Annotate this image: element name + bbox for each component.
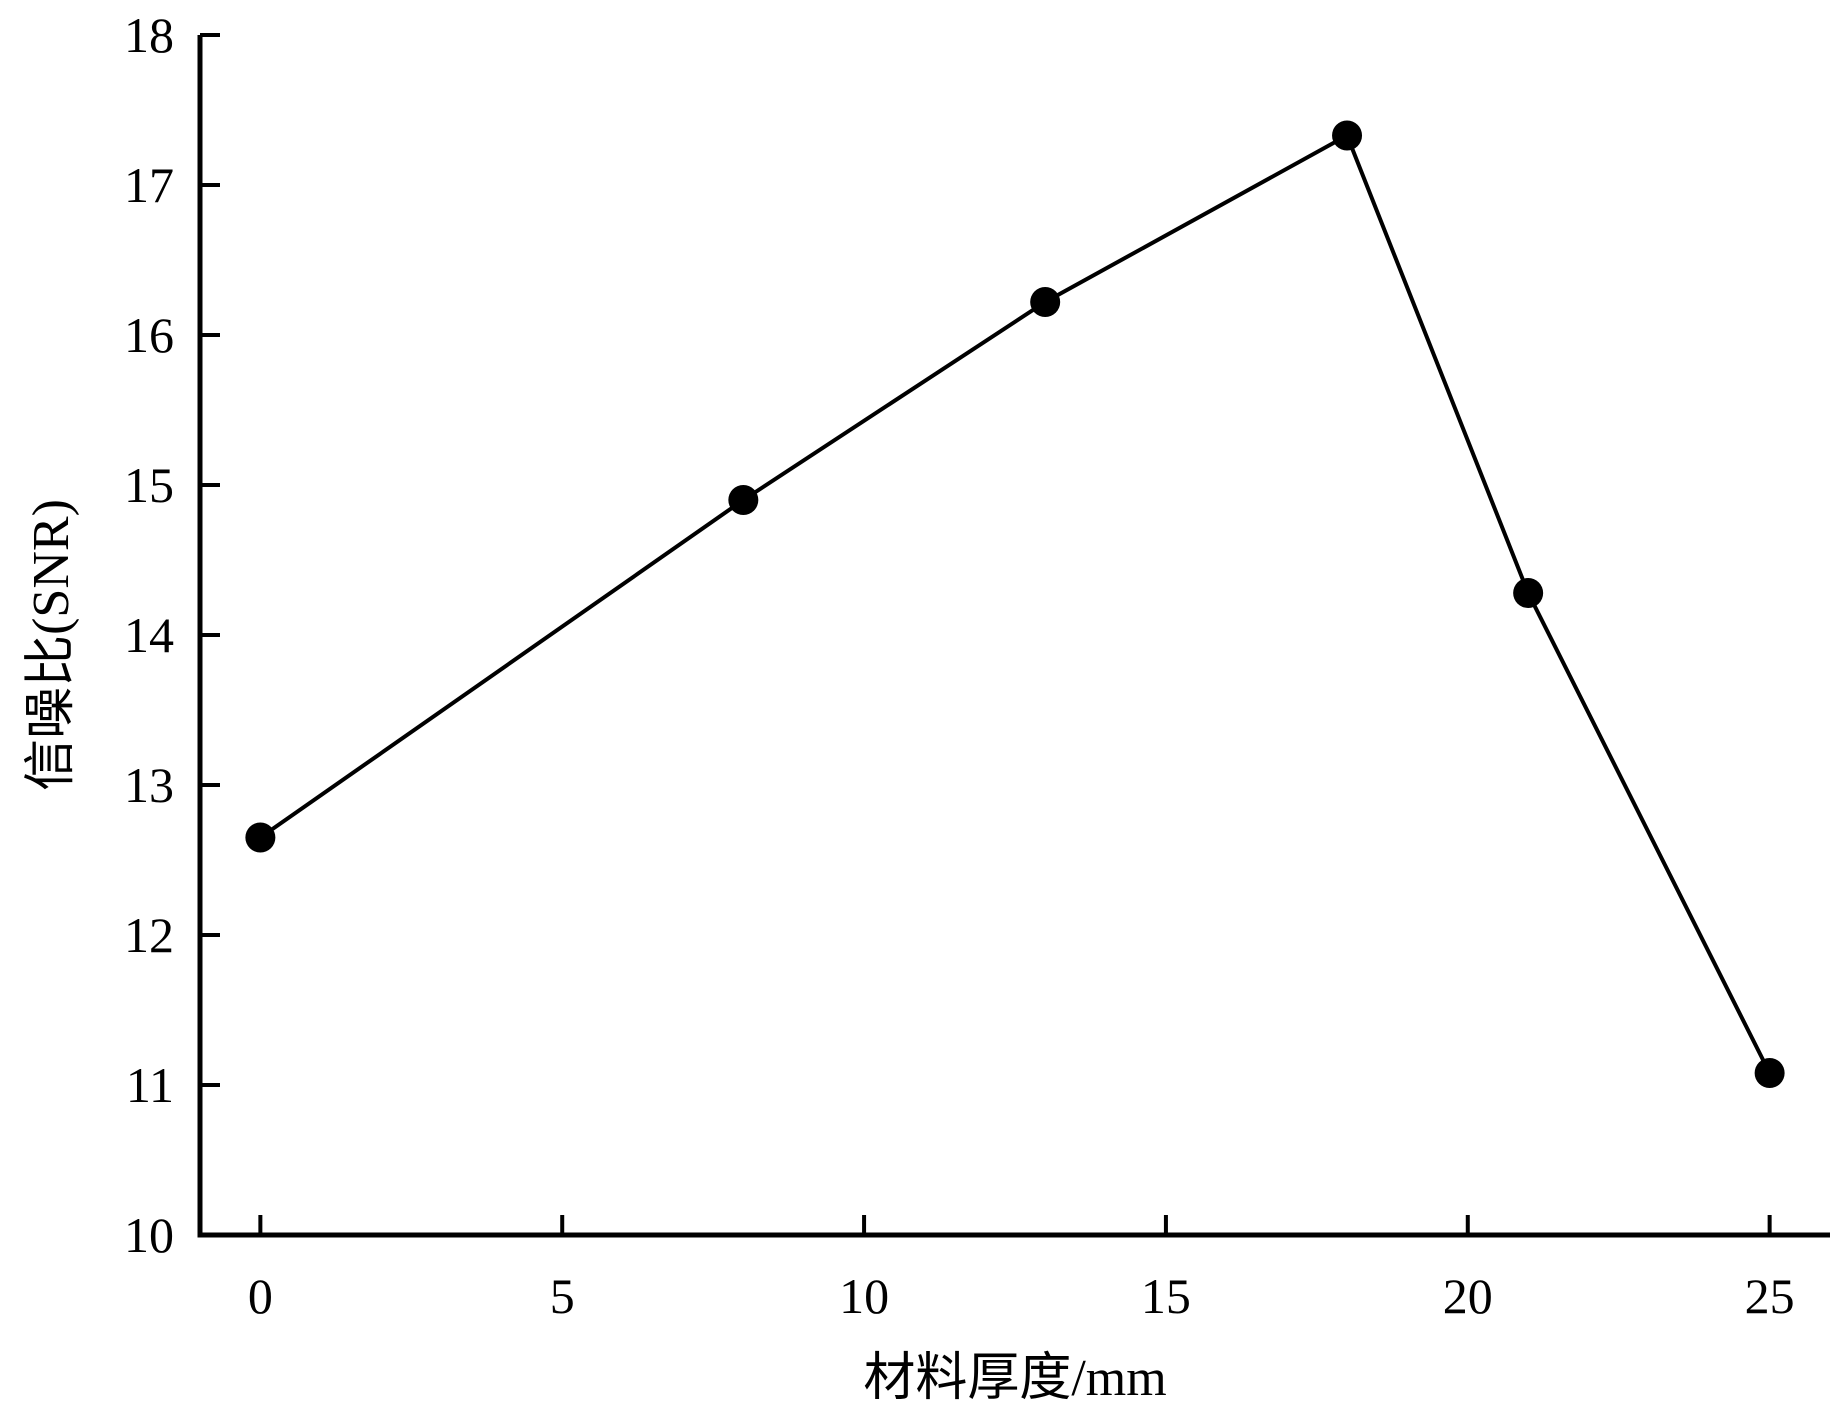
y-tick-label: 12 bbox=[124, 907, 174, 963]
x-tick-label: 20 bbox=[1443, 1268, 1493, 1324]
y-tick-label: 10 bbox=[124, 1207, 174, 1263]
x-axis-title: 材料厚度/mm bbox=[863, 1350, 1166, 1407]
y-axis-title: 信噪比(SNR) bbox=[23, 499, 80, 791]
y-tick-label: 17 bbox=[124, 157, 174, 213]
y-tick-label: 16 bbox=[124, 307, 174, 363]
y-tick-label: 13 bbox=[124, 757, 174, 813]
x-tick-label: 5 bbox=[550, 1268, 575, 1324]
data-point bbox=[1754, 1058, 1785, 1088]
y-tick-label: 18 bbox=[124, 7, 174, 63]
data-point bbox=[1513, 578, 1544, 608]
x-tick-label: 15 bbox=[1141, 1268, 1191, 1324]
y-tick-label: 11 bbox=[126, 1057, 174, 1113]
x-tick-label: 0 bbox=[248, 1268, 273, 1324]
data-line bbox=[259, 132, 1772, 1074]
y-tick-label: 15 bbox=[124, 457, 174, 513]
data-point bbox=[1030, 287, 1061, 317]
y-tick-label: 14 bbox=[124, 607, 174, 663]
y-axis-ticks: 10 11 12 13 14 15 16 17 18 bbox=[124, 7, 220, 1263]
x-axis-ticks: 0 5 10 15 20 25 bbox=[248, 1215, 1795, 1324]
series-layer bbox=[245, 120, 1785, 1088]
data-point bbox=[1332, 120, 1363, 151]
data-point bbox=[728, 485, 759, 515]
x-tick-label: 25 bbox=[1745, 1268, 1795, 1324]
data-point bbox=[245, 822, 276, 853]
x-tick-label: 10 bbox=[839, 1268, 889, 1324]
